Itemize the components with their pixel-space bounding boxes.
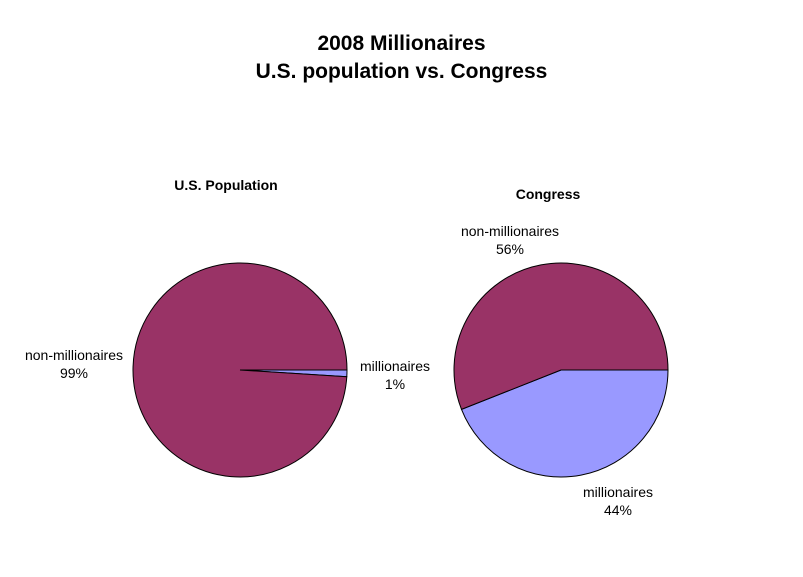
congress-millionaires-name: millionaires (582, 484, 654, 500)
chart-subtitle: U.S. population vs. Congress (255, 60, 548, 83)
us-millionaires-label: millionaires 1% (345, 357, 445, 393)
us-non-millionaires-percent: 99% (59, 365, 89, 381)
congress-pie-title: Congress (515, 186, 581, 202)
us-population-pie-title: U.S. Population (174, 177, 278, 193)
us-millionaires-name: millionaires (359, 358, 431, 374)
us-non-millionaires-name: non-millionaires (24, 347, 124, 363)
congress-non-millionaires-slice (453, 262, 669, 411)
congress-non-millionaires-percent: 56% (495, 241, 525, 257)
congress-millionaires-slice (460, 369, 669, 478)
congress-millionaires-label: millionaires 44% (558, 483, 678, 519)
congress-non-millionaires-label: non-millionaires 56% (450, 222, 570, 258)
us-millionaires-percent: 1% (384, 376, 406, 392)
us-non-millionaires-label: non-millionaires 99% (14, 346, 134, 382)
chart-title: 2008 Millionaires (317, 32, 486, 55)
us-population-non-millionaires-slice (132, 262, 348, 478)
congress-non-millionaires-name: non-millionaires (460, 223, 560, 239)
congress-millionaires-percent: 44% (603, 502, 633, 518)
